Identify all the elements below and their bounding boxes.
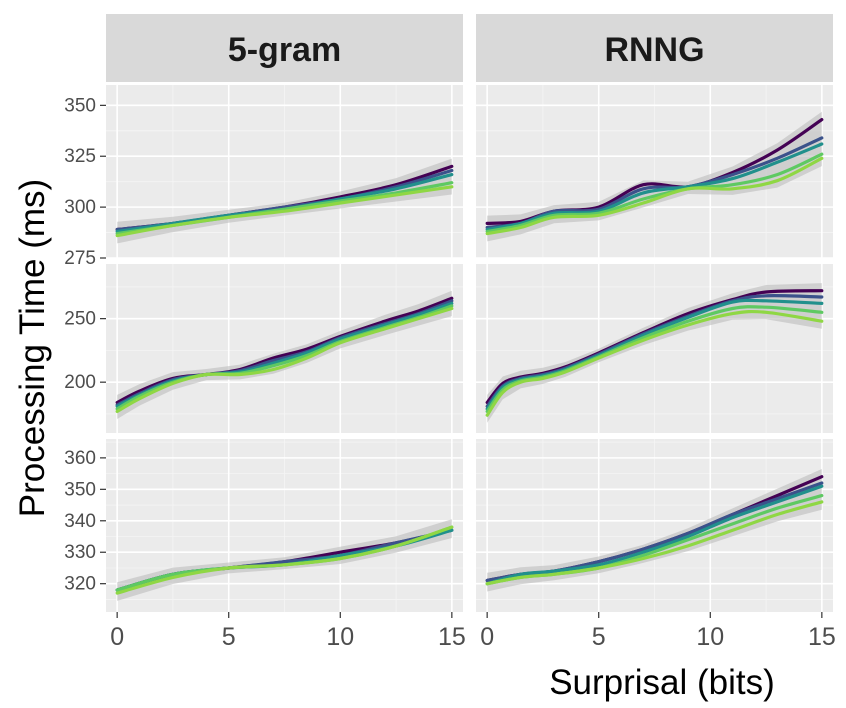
- facet-strip-0: [106, 14, 463, 82]
- x-tick-label: 0: [110, 623, 124, 651]
- series-line-4: [115, 525, 454, 595]
- facet-panel-r1-c0: [106, 264, 463, 433]
- y-tick-label: 275: [64, 248, 96, 269]
- confidence-band: [487, 283, 822, 423]
- y-tick-label: 325: [64, 146, 96, 167]
- y-axes: 275 300 325 350 200 250 320 330 340 350 360: [64, 95, 106, 595]
- facet-panel-r0-c1: [476, 85, 833, 259]
- facet-panel-r2-c1: [476, 439, 833, 612]
- x-tick-label: 0: [480, 623, 494, 651]
- series-line-4: [115, 306, 454, 413]
- y-tick-label: 250: [64, 309, 96, 330]
- y-tick-label: 340: [64, 511, 96, 532]
- x-tick-label: 5: [222, 623, 236, 651]
- x-tick-label: 15: [438, 623, 466, 651]
- y-tick-label: 330: [64, 542, 96, 563]
- facet-strip-1: [476, 14, 833, 82]
- x-axes: 0 5 10 15 0 5 10 15: [110, 612, 836, 651]
- x-tick-label: 15: [808, 623, 836, 651]
- y-tick-label: 300: [64, 197, 96, 218]
- y-tick-label: 200: [64, 372, 96, 393]
- facet-strip-label: 5-gram: [228, 31, 341, 69]
- facet-strips: 5-gram RNNG: [106, 14, 833, 82]
- series-line-4: [485, 156, 824, 236]
- series-line-4: [485, 309, 824, 417]
- series-line-3: [485, 152, 824, 234]
- y-axis-title: Processing Time (ms): [13, 179, 52, 517]
- y-tick-label: 350: [64, 479, 96, 500]
- y-tick-label: 350: [64, 95, 96, 116]
- y-tick-label: 360: [64, 448, 96, 469]
- series-line-2: [485, 484, 824, 586]
- confidence-band: [487, 469, 822, 592]
- facet-panel-r2-c0: [106, 439, 463, 612]
- series-line-4: [115, 185, 454, 238]
- x-tick-label: 10: [326, 623, 354, 651]
- x-tick-label: 10: [696, 623, 724, 651]
- x-axis-title: Surprisal (bits): [549, 663, 775, 702]
- series-line-4: [485, 500, 824, 586]
- facet-panels: [106, 85, 833, 612]
- facet-panel-r0-c0: [106, 85, 463, 259]
- facet-panel-r1-c1: [476, 264, 833, 433]
- x-tick-label: 5: [592, 623, 606, 651]
- facet-strip-label: RNNG: [604, 31, 704, 69]
- y-tick-label: 320: [64, 574, 96, 595]
- series-line-2: [485, 142, 824, 232]
